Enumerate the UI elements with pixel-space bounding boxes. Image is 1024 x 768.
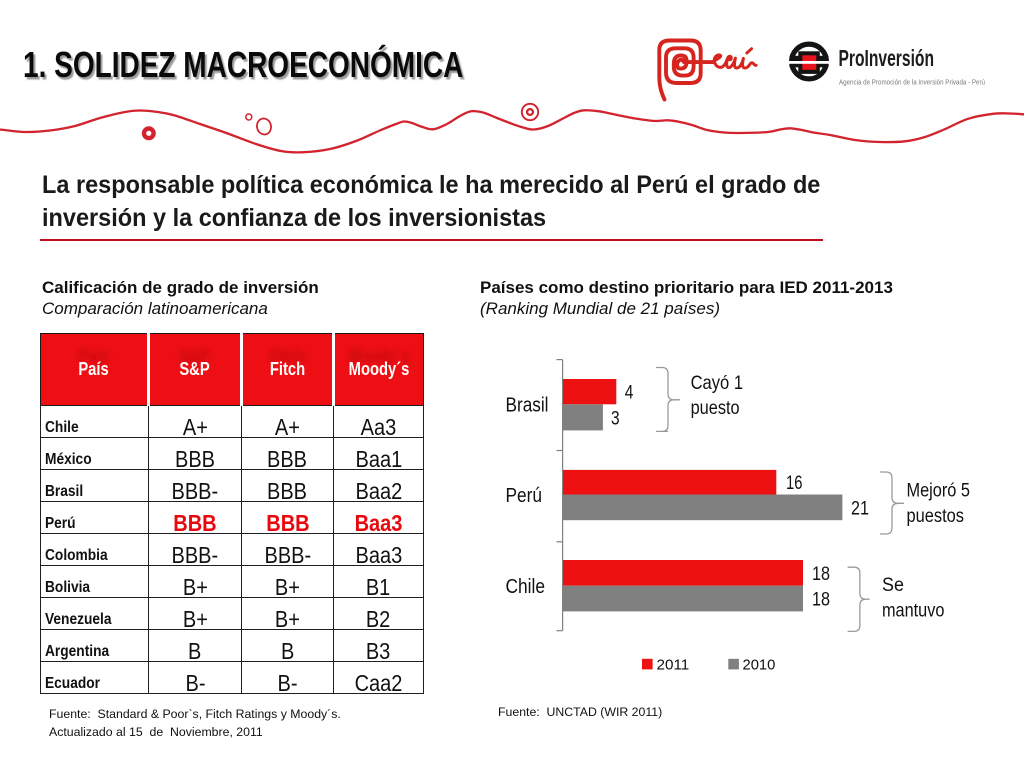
svg-text:puesto: puesto xyxy=(691,397,740,419)
svg-text:21: 21 xyxy=(851,498,869,520)
svg-text:18: 18 xyxy=(812,589,830,611)
svg-text:4: 4 xyxy=(625,382,634,404)
svg-text:Cayó 1: Cayó 1 xyxy=(691,372,744,394)
svg-text:puestos: puestos xyxy=(907,505,965,527)
svg-text:2010: 2010 xyxy=(743,658,776,674)
svg-text:ProInversión: ProInversión xyxy=(839,45,935,71)
svg-text:16: 16 xyxy=(786,472,803,494)
svg-text:Se: Se xyxy=(882,574,904,596)
svg-text:Agencia de Promoción de la Inv: Agencia de Promoción de la Inversión Pri… xyxy=(839,78,985,87)
svg-text:mantuvo: mantuvo xyxy=(882,600,945,622)
svg-text:18: 18 xyxy=(812,563,830,585)
svg-text:3: 3 xyxy=(611,408,620,430)
svg-text:2011: 2011 xyxy=(657,658,690,674)
svg-text:Chile: Chile xyxy=(506,576,546,598)
svg-text:Mejoró 5: Mejoró 5 xyxy=(907,480,971,502)
svg-text:Perú: Perú xyxy=(506,485,543,507)
svg-text:Brasil: Brasil xyxy=(506,395,549,417)
